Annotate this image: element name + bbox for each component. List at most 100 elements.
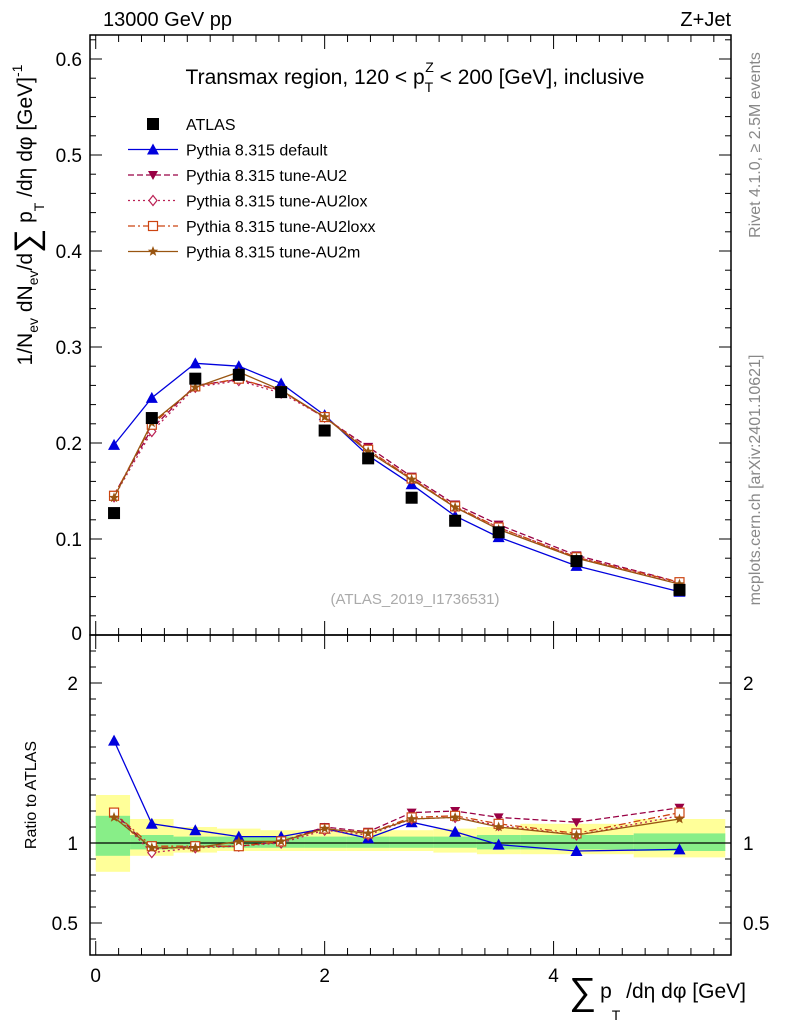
- uncertainty-band-inner: [433, 836, 477, 848]
- ratio-point: [449, 825, 462, 837]
- ratio-point: [275, 835, 287, 846]
- ratio-point: [571, 829, 582, 840]
- series-pythia-8-315-tune-au2loxx: [108, 373, 685, 588]
- ratio-point: [190, 842, 201, 853]
- ratio-line: [113, 813, 680, 854]
- ratio-point: [189, 824, 202, 836]
- ratio-point: [108, 811, 120, 822]
- main-y-tick-label: 0.6: [56, 50, 82, 71]
- ratio-point: [146, 842, 157, 853]
- series-line: [113, 378, 680, 583]
- data-point: [145, 391, 158, 403]
- ratio-point: [492, 838, 505, 850]
- legend-item: Pythia 8.315 tune-AU2lox: [128, 194, 367, 211]
- ratio-point: [673, 843, 686, 855]
- ratio-panel: 0.5 0.5 1 1 2 2 0 2 4 Ratio to ATLAS ∑ pT /dη dφ …: [23, 634, 769, 1023]
- legend-marker: [147, 246, 159, 256]
- legend-item: ATLAS: [147, 117, 236, 134]
- data-point: [362, 452, 375, 465]
- ratio-point: [493, 821, 504, 832]
- header-right-label: Z+Jet: [680, 9, 731, 31]
- data-point: [406, 474, 417, 484]
- ratio-y-tick-label-right: 2: [743, 674, 754, 695]
- ratio-frame: [89, 634, 732, 956]
- data-point: [673, 583, 686, 596]
- ratio-point: [449, 811, 461, 822]
- series-atlas: [108, 368, 686, 596]
- ratio-point: [362, 827, 374, 838]
- ratio-series-layer: [108, 734, 686, 859]
- ratio-point: [319, 823, 330, 833]
- data-point: [319, 411, 330, 422]
- legend-label: Pythia 8.315 default: [186, 143, 328, 160]
- legend-label: Pythia 8.315 tune-AU2: [186, 168, 347, 185]
- data-point: [232, 360, 245, 372]
- ratio-point: [233, 835, 244, 846]
- series-line: [113, 371, 680, 585]
- data-point: [108, 507, 121, 520]
- series-pythia-8-315-tune-au2m: [108, 366, 685, 589]
- data-point: [570, 555, 583, 568]
- main-y-tick-label: 0.4: [56, 242, 83, 263]
- main-y-tick-label: 0.2: [56, 434, 82, 455]
- data-point: [145, 412, 158, 425]
- watermark: (ATLAS_2019_I1736531): [330, 591, 499, 608]
- ratio-point: [145, 817, 158, 829]
- ratio-point: [674, 813, 685, 824]
- data-point: [275, 386, 288, 399]
- rivet-version-label: Rivet 4.1.0, ≥ 2.5M events: [747, 52, 764, 238]
- ratio-line: [113, 811, 680, 847]
- x-axis-label: ∑ pT /dη dφ [GeV]: [569, 971, 746, 1023]
- ratio-y-tick-label-right: 1: [743, 834, 754, 855]
- main-y-tick-label: 0.5: [56, 146, 82, 167]
- ratio-y-tick-label: 1: [67, 834, 78, 855]
- ratio-point: [570, 845, 583, 856]
- main-y-tick-label: 0.3: [56, 338, 82, 359]
- main-panel: 0.1 0.2 0.3 0.4 0.5 0.6 0 (ATLAS_2019_I1736531…: [8, 34, 732, 645]
- main-series-layer: [108, 357, 686, 597]
- title-sub: T: [425, 79, 434, 95]
- ratio-ticks: 0.5 0.5 1 1 2 2 0 2 4: [52, 635, 769, 987]
- legend-item: Pythia 8.315 tune-AU2m: [128, 245, 360, 262]
- uncertainty-band-inner: [95, 815, 131, 856]
- x-tick-label: 0: [90, 966, 101, 987]
- data-point: [449, 514, 462, 527]
- main-y-zero-label: 0: [71, 624, 82, 645]
- uncertainty-band-inner: [633, 833, 726, 851]
- legend-label: Pythia 8.315 tune-AU2lox: [186, 194, 367, 211]
- data-point: [318, 424, 331, 437]
- x-tick-label: 2: [319, 966, 330, 987]
- series-line: [113, 362, 680, 593]
- data-point: [492, 526, 505, 539]
- ratio-y-tick-label-right: 0.5: [743, 914, 769, 935]
- main-ticks: 0.1 0.2 0.3 0.4 0.5 0.6 0: [56, 35, 731, 645]
- data-point: [108, 492, 120, 503]
- ratio-point: [493, 813, 504, 823]
- ratio-y-tick-label: 0.5: [52, 914, 78, 935]
- header-left-label: 13000 GeV pp: [103, 9, 232, 31]
- ratio-point: [406, 813, 417, 824]
- legend-item: Pythia 8.315 tune-AU2loxx: [128, 219, 375, 236]
- data-point: [275, 377, 288, 389]
- series-line: [113, 379, 680, 584]
- data-point: [232, 368, 245, 381]
- data-point: [190, 381, 201, 392]
- data-point: [405, 491, 418, 504]
- series-pythia-8-315-tune-au2: [109, 375, 685, 588]
- x-tick-label: 4: [548, 966, 559, 987]
- ratio-point: [108, 734, 121, 746]
- legend-marker: [148, 194, 158, 207]
- ratio-y-axis-label: Ratio to ATLAS: [23, 741, 40, 849]
- ratio-point: [571, 818, 582, 828]
- series-pythia-8-315-tune-au2lox: [109, 374, 685, 590]
- uncertainty-band-inner: [389, 836, 434, 848]
- data-point: [189, 372, 202, 385]
- data-point: [674, 578, 685, 589]
- uncertainty-band-inner: [304, 836, 347, 848]
- legend-item: Pythia 8.315 default: [128, 143, 328, 160]
- ratio-series-pythia-8-315-tune-au2m: [108, 811, 685, 853]
- ratio-line: [113, 816, 680, 849]
- data-point: [189, 357, 202, 369]
- legend-item: Pythia 8.315 tune-AU2: [128, 168, 347, 185]
- title-sup: Z: [425, 59, 434, 75]
